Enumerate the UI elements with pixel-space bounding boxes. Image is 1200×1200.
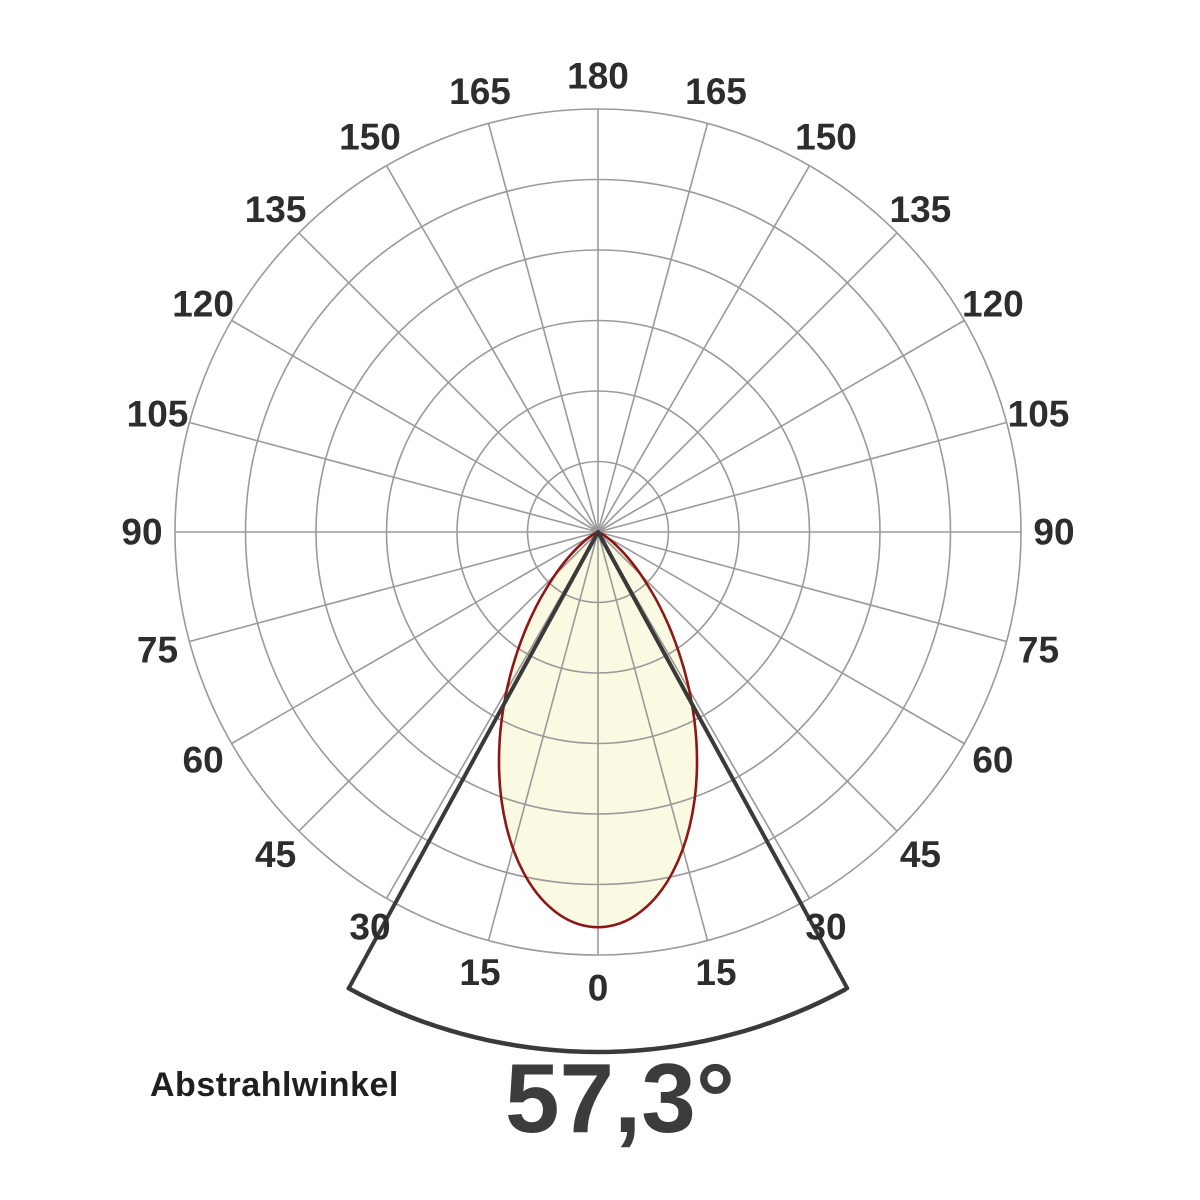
grid-ray — [597, 123, 709, 533]
angle-tick-label: 135 — [245, 189, 307, 230]
beam-angle-value: 57,3° — [505, 1043, 735, 1153]
angle-tick-label: 30 — [349, 906, 390, 947]
angle-tick-label: 45 — [900, 834, 941, 875]
angle-tick-label: 150 — [339, 117, 401, 158]
beam-angle-arc — [346, 986, 848, 1055]
angle-tick-label: 60 — [183, 740, 224, 781]
beam-angle-line — [596, 530, 850, 991]
grid-ray — [597, 531, 965, 745]
grid-ray — [231, 319, 599, 533]
grid-ray — [597, 319, 965, 533]
angle-tick-label: 15 — [695, 952, 736, 993]
grid-ray — [487, 531, 599, 941]
grid-ray — [487, 123, 599, 533]
angle-tick-label: 45 — [255, 834, 296, 875]
intensity-lobe-outline — [497, 530, 699, 929]
angle-tick-label: 30 — [805, 906, 846, 947]
angle-tick-label: 60 — [972, 740, 1013, 781]
angle-tick-label: 165 — [449, 71, 511, 112]
angle-tick-label: 105 — [1008, 394, 1070, 435]
grid-ray — [298, 232, 599, 533]
grid-ray — [298, 531, 599, 832]
angle-tick-label: 135 — [890, 189, 952, 230]
angle-tick-label: 120 — [172, 284, 234, 325]
beam-angle-line — [346, 530, 600, 991]
angle-tick-label: 0 — [588, 968, 609, 1009]
angle-tick-label: 90 — [1033, 512, 1074, 553]
grid-ray — [597, 531, 709, 941]
grid-ray — [597, 531, 1007, 643]
grid-ray — [597, 165, 811, 533]
grid-ray — [597, 232, 898, 533]
angle-tick-label: 150 — [795, 117, 857, 158]
grid-ray — [189, 421, 599, 533]
angle-tick-label: 75 — [1018, 630, 1059, 671]
angle-tick-label: 90 — [121, 512, 162, 553]
grid-ray — [597, 421, 1007, 533]
angle-tick-label: 180 — [567, 56, 629, 97]
grid-ray — [385, 165, 599, 533]
grid-ray — [189, 531, 599, 643]
beam-angle-label: Abstrahlwinkel — [150, 1066, 399, 1104]
angle-tick-label: 15 — [459, 952, 500, 993]
angle-tick-label: 165 — [685, 71, 747, 112]
angle-tick-label: 75 — [137, 630, 178, 671]
angle-tick-label: 120 — [962, 284, 1024, 325]
angle-tick-label: 105 — [127, 394, 189, 435]
grid-ray — [597, 531, 898, 832]
grid-ray — [231, 531, 599, 745]
